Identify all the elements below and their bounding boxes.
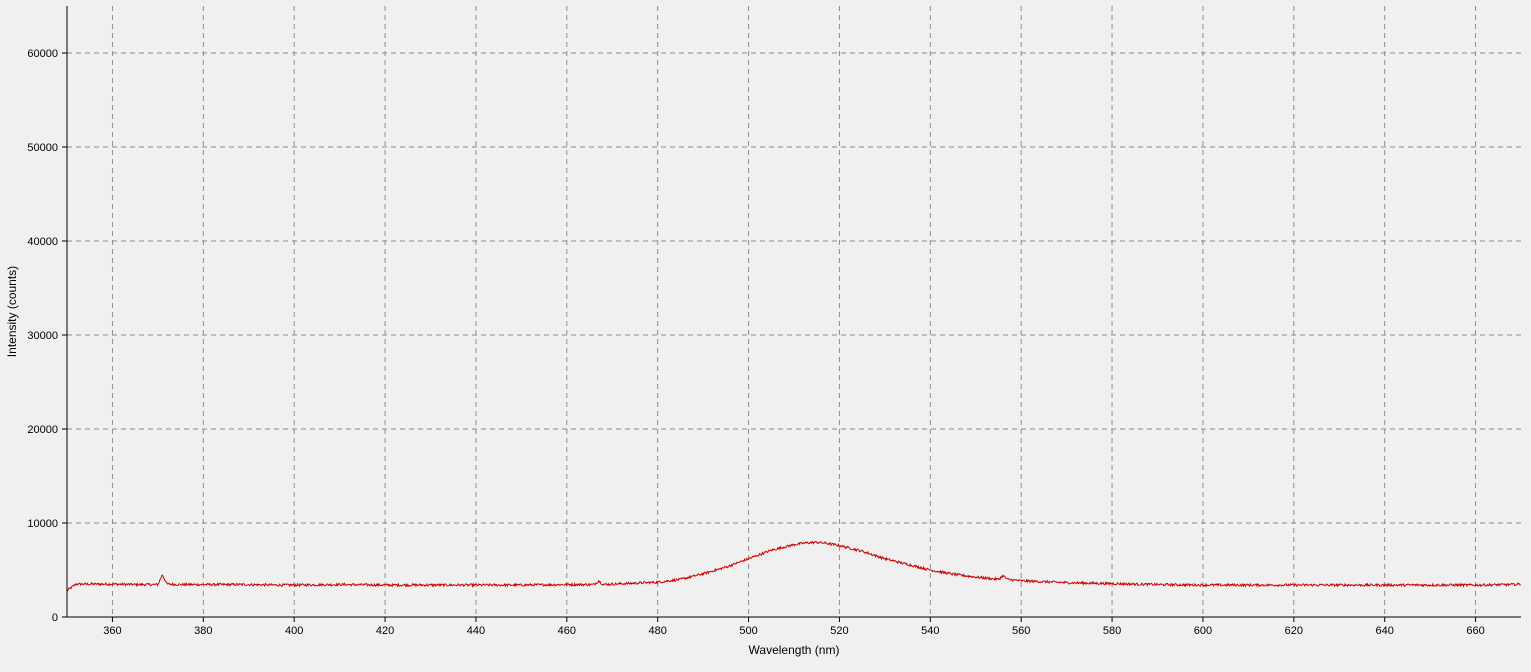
y-tick-label: 50000 [27,142,58,154]
x-tick-label: 520 [830,625,848,637]
x-axis-title: Wavelength (nm) [749,643,840,657]
y-tick-label: 10000 [27,518,58,530]
x-tick-label: 420 [376,625,394,637]
y-axis-title: Intensity (counts) [5,266,19,357]
y-tick-label: 20000 [27,424,58,436]
tick-marks [62,52,1477,622]
x-tick-label: 660 [1466,625,1484,637]
x-tick-label: 560 [1012,625,1030,637]
x-tick-label: 600 [1194,625,1212,637]
x-tick-label: 620 [1285,625,1303,637]
x-tick-label: 540 [921,625,939,637]
y-tick-label: 30000 [27,330,58,342]
x-tick-label: 400 [285,625,303,637]
grid-lines [67,6,1521,617]
y-tick-label: 40000 [27,236,58,248]
y-tick-label: 60000 [27,48,58,60]
x-tick-label: 360 [103,625,121,637]
series-layer [66,540,1521,592]
x-tick-label: 480 [649,625,667,637]
spectrum-series-line [66,540,1521,592]
axes [66,6,1521,618]
tick-labels: 360 380 400 420 440 460 480 500 520 540 560 580 600 6… [27,48,1484,637]
x-tick-label: 500 [739,625,757,637]
x-tick-label: 580 [1103,625,1121,637]
x-tick-label: 440 [467,625,485,637]
y-tick-label: 0 [52,612,58,624]
x-tick-label: 460 [558,625,576,637]
x-tick-label: 640 [1376,625,1394,637]
x-tick-label: 380 [194,625,212,637]
